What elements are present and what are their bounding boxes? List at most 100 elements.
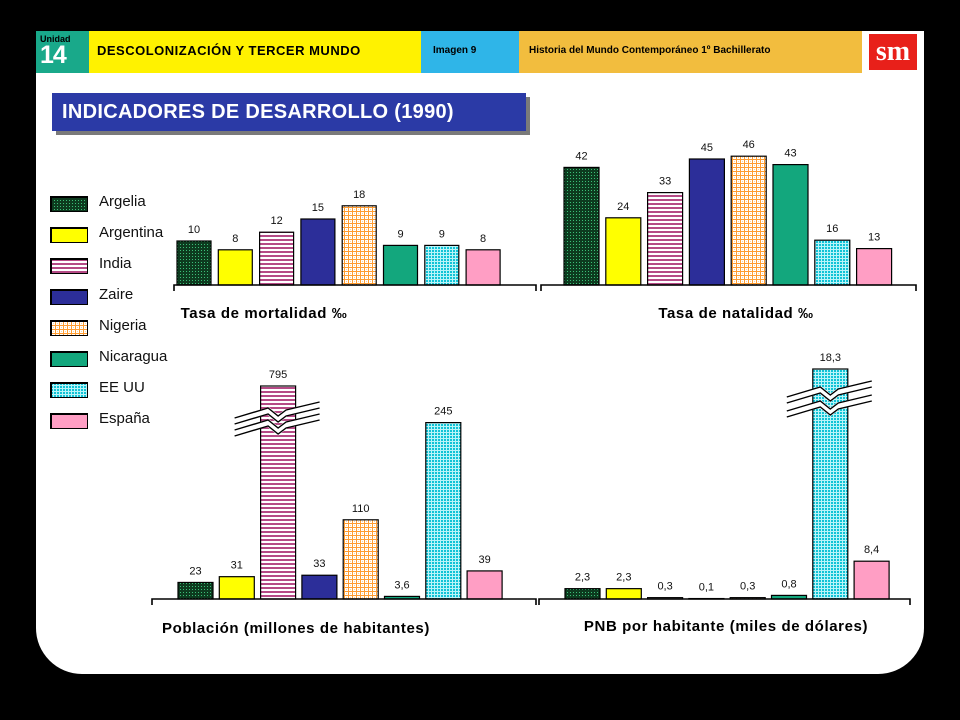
chart-baseline — [151, 598, 537, 605]
legend-swatch — [50, 196, 88, 212]
course-box: Historia del Mundo Contemporáneo 1º Bach… — [519, 31, 862, 73]
unit-label: Unidad — [40, 34, 71, 44]
axis-break-line — [234, 419, 320, 437]
bar-nicaragua — [382, 244, 419, 286]
data-label-argentina: 31 — [231, 560, 243, 572]
legend-item-ee-uu: EE UU — [50, 379, 190, 405]
image-number-box: Imagen 9 — [421, 31, 519, 73]
sm-logo-icon: sm — [869, 34, 917, 70]
data-label-argentina: 2,3 — [616, 572, 631, 584]
data-label-ee-uu: 245 — [434, 406, 452, 418]
unit-title: DESCOLONIZACIÓN Y TERCER MUNDO — [97, 43, 361, 58]
page-title: INDICADORES DE DESARROLLO (1990) — [62, 101, 454, 123]
axis-break-gap — [233, 413, 321, 437]
bar-nigeria — [730, 155, 767, 286]
slide: Unidad 14 DESCOLONIZACIÓN Y TERCER MUNDO… — [36, 31, 924, 674]
data-label-argentina: 24 — [617, 201, 629, 213]
chart-pnb-por-habitante-miles-de-dolares: 2,3 2,3 0,3 0,1 0,3 0,8 18,3 8,4 PNB por habitan… — [538, 352, 911, 635]
bar-ee-uu — [425, 422, 462, 600]
legend-item-espana: España — [50, 410, 190, 436]
image-number: Imagen 9 — [433, 45, 477, 56]
chart-baseline — [173, 284, 537, 291]
data-label-argelia: 2,3 — [575, 572, 590, 584]
bar-zaire — [300, 218, 336, 286]
axis-break-line — [786, 394, 872, 412]
legend-label: España — [99, 410, 150, 427]
unit-badge: Unidad 14 — [36, 31, 89, 73]
bar-argentina — [217, 249, 253, 286]
publisher-logo-box: sm — [862, 31, 924, 73]
data-label-nigeria: 18 — [353, 189, 365, 201]
chart-poblacion-millones-de-habitantes: 23 31 795 33 110 3,6 245 39 Población (millones … — [151, 369, 537, 637]
data-label-india: 12 — [270, 215, 282, 227]
page-title-box: INDICADORES DE DESARROLLO (1990) — [52, 93, 526, 131]
bar-zaire — [301, 574, 338, 600]
axis-break-line — [234, 407, 320, 425]
data-label-nicaragua: 0,8 — [781, 578, 796, 590]
data-label-espana: 39 — [478, 554, 490, 566]
chart-title: Población (millones de habitantes) — [162, 620, 430, 637]
bar-ee-uu — [424, 244, 460, 286]
charts-canvas: 10 8 12 15 18 9 9 8 Tasa de mortalidad ‰ 42 24 33 45… — [151, 139, 917, 637]
bar-argelia — [563, 166, 600, 286]
axis-break-line — [786, 380, 872, 398]
legend-label: Nicaragua — [99, 348, 168, 365]
legend-swatch — [50, 258, 88, 274]
legend-label: India — [99, 255, 132, 272]
legend-item-nicaragua: Nicaragua — [50, 348, 190, 374]
data-label-nicaragua: 43 — [784, 148, 796, 160]
data-label-zaire: 0,1 — [699, 582, 714, 594]
chart-tasa-de-mortalidad: 10 8 12 15 18 9 9 8 Tasa de mortalidad ‰ — [173, 189, 537, 322]
bar-espana — [853, 560, 890, 600]
chart-baseline — [540, 284, 917, 291]
unit-title-box: DESCOLONIZACIÓN Y TERCER MUNDO — [89, 31, 421, 73]
legend-label: EE UU — [99, 379, 145, 396]
bar-espana — [855, 248, 893, 286]
data-label-zaire: 33 — [313, 558, 325, 570]
legend-item-india: India — [50, 255, 190, 281]
bar-india — [646, 192, 684, 286]
legend-label: Nigeria — [99, 317, 147, 334]
header-banner: Unidad 14 DESCOLONIZACIÓN Y TERCER MUNDO… — [36, 31, 924, 73]
legend-label: Zaire — [99, 286, 134, 303]
bar-espana — [465, 249, 501, 286]
data-label-nicaragua: 3,6 — [394, 579, 409, 591]
axis-break-gap — [785, 394, 873, 418]
data-label-argelia: 23 — [189, 565, 201, 577]
legend-item-argelia: Argelia — [50, 193, 190, 219]
data-label-india: 795 — [269, 369, 287, 381]
bar-espana — [466, 570, 503, 600]
legend-swatch — [50, 227, 88, 243]
bar-argelia — [177, 581, 214, 600]
data-label-espana: 13 — [868, 232, 880, 244]
data-label-nigeria: 110 — [352, 503, 370, 515]
chart-baseline — [538, 598, 911, 605]
legend-swatch — [50, 320, 88, 336]
legend-swatch — [50, 289, 88, 305]
data-label-argelia: 42 — [575, 150, 587, 162]
unit-number: 14 — [40, 41, 67, 69]
legend-swatch — [50, 382, 88, 398]
data-label-ee-uu: 16 — [826, 223, 838, 235]
bar-ee-uu — [814, 239, 851, 286]
legend-label: Argentina — [99, 224, 164, 241]
chart-tasa-de-natalidad: 42 24 33 45 46 43 16 13 Tasa de natalidad ‰ — [540, 139, 917, 322]
data-label-espana: 8 — [480, 233, 486, 245]
bar-zaire — [688, 158, 726, 286]
axis-break-gap — [785, 380, 873, 404]
data-label-ee-uu: 18,3 — [820, 352, 841, 364]
axis-break-line — [786, 400, 872, 418]
logo-text: sm — [875, 36, 911, 67]
bar-argentina — [218, 576, 255, 600]
data-label-nigeria: 46 — [743, 139, 755, 151]
data-label-argelia: 10 — [188, 224, 200, 236]
legend-swatch — [50, 351, 88, 367]
legend-item-zaire: Zaire — [50, 286, 190, 312]
axis-break-line — [786, 386, 872, 404]
legend-label: Argelia — [99, 193, 146, 210]
axis-break-line — [234, 401, 320, 419]
bar-argelia — [176, 240, 212, 286]
data-label-india: 33 — [659, 176, 671, 188]
chart-title: PNB por habitante (miles de dólares) — [584, 618, 868, 635]
bar-india — [259, 231, 295, 286]
